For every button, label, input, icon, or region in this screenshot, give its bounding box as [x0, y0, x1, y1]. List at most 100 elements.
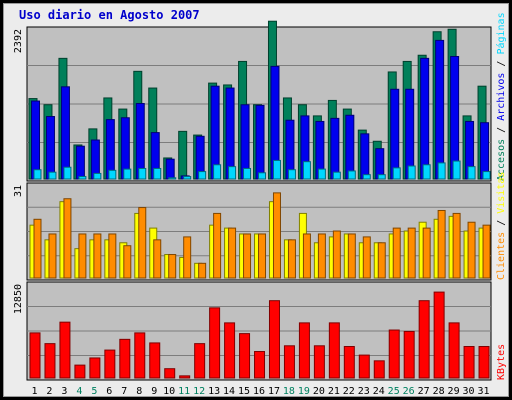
data-bar: [283, 345, 295, 379]
legend-entry: Visitas: [496, 172, 507, 214]
x-tick-label: 9: [151, 386, 157, 397]
data-bar: [418, 300, 430, 379]
data-bar: [108, 233, 117, 279]
data-bar: [183, 236, 192, 279]
legend-separator: /: [496, 214, 507, 232]
data-bar: [482, 171, 491, 180]
legend-label: Accesos / Archivos / Páginas: [495, 12, 507, 181]
x-tick-label: 4: [76, 386, 82, 397]
legend-label: KBytes: [496, 344, 507, 380]
data-bar: [268, 300, 280, 379]
data-bar: [422, 164, 431, 180]
y-axis-max-label: 31: [13, 185, 24, 197]
data-bar: [183, 176, 192, 180]
x-tick-label: 23: [358, 386, 370, 397]
data-bar: [377, 174, 386, 180]
data-bar: [93, 233, 102, 279]
x-tick-label: 28: [433, 386, 445, 397]
data-bar: [134, 332, 146, 379]
legend-separator: /: [496, 121, 507, 139]
data-bar: [178, 130, 188, 180]
panel-accesos-archivos-paginas: 2392: [13, 20, 492, 182]
data-bar: [330, 117, 340, 180]
data-bar: [437, 162, 446, 180]
data-bar: [377, 242, 386, 279]
x-tick-label: 21: [328, 386, 340, 397]
data-bar: [74, 364, 86, 379]
data-bar: [287, 169, 296, 180]
data-bar: [149, 342, 161, 379]
x-tick-label: 11: [178, 386, 190, 397]
data-bar: [287, 239, 296, 279]
x-tick-label: 20: [313, 386, 325, 397]
data-bar: [467, 221, 476, 279]
data-bar: [345, 114, 355, 180]
x-tick-label: 14: [223, 386, 235, 397]
data-bar: [89, 357, 101, 379]
data-bar: [362, 174, 371, 180]
data-bar: [224, 322, 236, 379]
data-bar: [165, 158, 175, 180]
data-bar: [403, 330, 415, 379]
data-bar: [60, 86, 70, 180]
data-bar: [298, 322, 310, 379]
data-bar: [33, 169, 42, 180]
x-tick-label: 18: [283, 386, 295, 397]
x-tick-label: 27: [418, 386, 430, 397]
data-bar: [478, 346, 490, 379]
data-bar: [78, 176, 87, 180]
data-bar: [482, 224, 491, 279]
data-bar: [255, 104, 265, 180]
data-bar: [373, 360, 385, 379]
data-bar: [480, 122, 490, 180]
data-bar: [44, 343, 56, 379]
data-bar: [347, 170, 356, 180]
legend-entry: KBytes: [496, 344, 507, 380]
x-tick-label: 25: [388, 386, 400, 397]
data-bar: [63, 198, 72, 279]
data-bar: [313, 345, 325, 379]
data-bar: [254, 351, 266, 379]
legend-entry: Archivos: [496, 73, 507, 121]
data-bar: [153, 167, 162, 180]
data-bar: [138, 207, 147, 279]
legend-entry: Páginas: [495, 12, 507, 54]
data-bar: [317, 168, 326, 180]
data-bar: [239, 333, 251, 379]
data-bar: [243, 233, 252, 279]
data-bar: [198, 262, 207, 279]
data-bar: [138, 167, 147, 180]
x-tick-label: 3: [61, 386, 67, 397]
x-tick-label: 19: [298, 386, 310, 397]
data-bar: [272, 192, 281, 279]
data-bar: [360, 133, 370, 180]
x-tick-label: 24: [373, 386, 385, 397]
x-axis-day-labels: 1 2 3 4 5 6 7 8 9 10 11 12 13 14 15 16 17 18 19 20 21 22 23 24 2…: [31, 386, 489, 397]
x-tick-label: 15: [238, 386, 250, 397]
data-bar: [317, 233, 326, 279]
data-bar: [123, 245, 132, 279]
x-tick-label: 10: [163, 386, 175, 397]
daily-usage-chart: Uso diario en Agosto 2007 2392 31 12850 …: [13, 8, 507, 397]
x-tick-label: 22: [343, 386, 355, 397]
x-tick-label: 7: [121, 386, 127, 397]
x-tick-label: 6: [106, 386, 112, 397]
legend-entry: Accesos: [496, 139, 507, 181]
data-bar: [119, 338, 131, 379]
x-tick-label: 29: [448, 386, 460, 397]
data-bar: [179, 375, 191, 379]
chart-title: Uso diario en Agosto 2007: [19, 8, 200, 22]
x-tick-label: 13: [208, 386, 220, 397]
panel-visitas-clientes: 31: [13, 182, 492, 281]
data-bar: [228, 166, 237, 180]
data-bar: [78, 233, 87, 279]
data-bar: [433, 291, 445, 379]
data-bar: [390, 88, 400, 180]
data-bar: [452, 212, 461, 279]
data-bar: [93, 172, 102, 180]
data-bar: [63, 166, 72, 180]
data-bar: [153, 239, 162, 279]
data-bar: [194, 343, 206, 379]
data-bar: [302, 161, 311, 180]
